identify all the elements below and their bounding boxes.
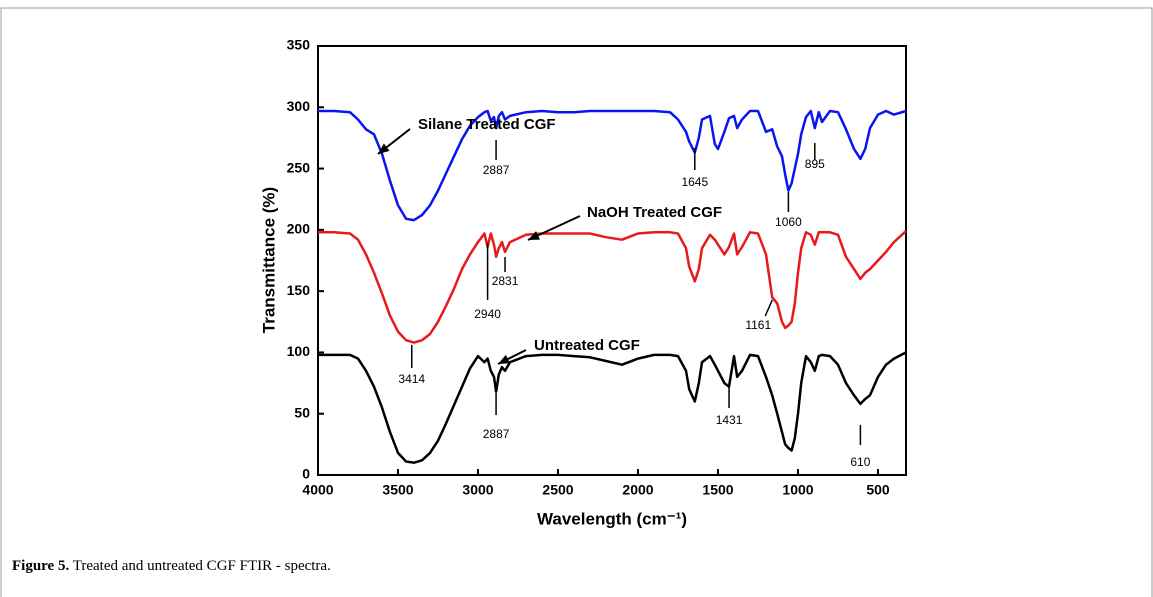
y-tick-label: 200 [287, 221, 311, 237]
arrow-head [528, 231, 540, 240]
figure-frame [0, 7, 1153, 597]
y-tick-label: 50 [294, 404, 310, 420]
peak-label: 1161 [745, 318, 771, 332]
caption-text: Treated and untreated CGF FTIR - spectra… [73, 558, 331, 574]
y-axis-title: Transmittance (%) [259, 187, 278, 333]
y-tick-label: 250 [287, 159, 311, 175]
arrow-head [378, 143, 390, 154]
x-axis-title: Wavelength (cm⁻¹) [537, 509, 687, 528]
peak-label: 2887 [483, 427, 510, 441]
x-tick-label: 2000 [622, 482, 653, 498]
peak-label: 2831 [492, 274, 519, 288]
x-tick-label: 3500 [382, 482, 413, 498]
series-label: Untreated CGF [534, 337, 640, 354]
peak-label: 3414 [398, 372, 425, 386]
peak-label: 1060 [775, 215, 802, 229]
y-tick-label: 300 [287, 98, 311, 114]
peak-label: 1645 [681, 175, 708, 189]
spectrum-line [318, 230, 907, 344]
spectrum-line [318, 109, 907, 222]
peak-label: 2940 [474, 307, 501, 321]
x-tick-label: 1000 [782, 482, 813, 498]
y-tick-label: 0 [302, 466, 310, 482]
y-tick-label: 100 [287, 343, 311, 359]
spectrum-line [318, 351, 907, 464]
caption: Figure 5. Treated and untreated CGF FTIR… [12, 558, 331, 574]
plot-frame [317, 45, 907, 476]
peak-label: 895 [805, 157, 825, 171]
y-tick-label: 350 [287, 37, 311, 53]
peak-label: 1431 [716, 413, 743, 427]
series-label: Silane Treated CGF [418, 116, 556, 133]
series-label: NaOH Treated CGF [587, 204, 722, 221]
y-tick-label: 150 [287, 282, 311, 298]
caption-label: Figure 5. [12, 558, 69, 574]
peak-marker [764, 299, 773, 317]
peak-label: 2887 [483, 163, 510, 177]
x-tick-label: 4000 [302, 482, 333, 498]
x-tick-label: 1500 [702, 482, 733, 498]
peak-label: 610 [850, 455, 870, 469]
x-tick-label: 500 [866, 482, 890, 498]
arrow-head [498, 354, 510, 364]
x-tick-label: 2500 [542, 482, 573, 498]
x-tick-label: 3000 [462, 482, 493, 498]
